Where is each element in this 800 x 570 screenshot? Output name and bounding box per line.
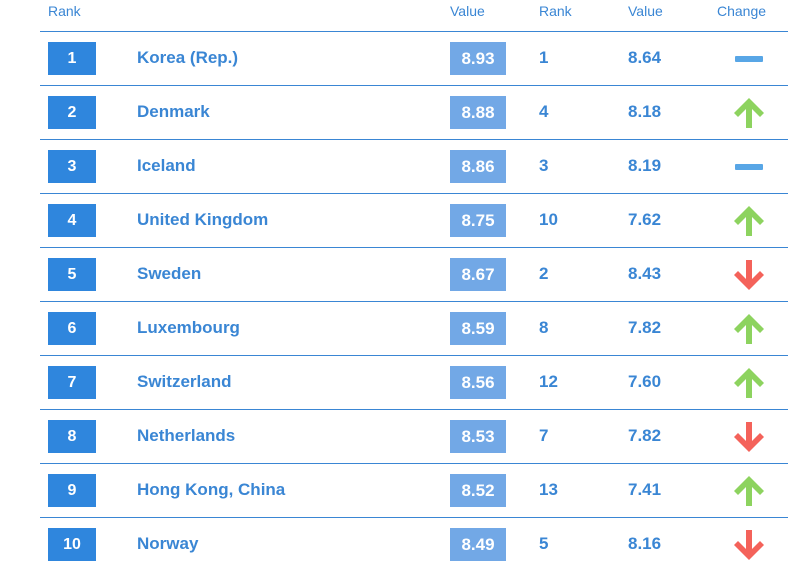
country-name: Korea (Rep.)	[137, 48, 239, 67]
country-name: Switzerland	[137, 372, 232, 391]
previous-value: 7.82	[628, 426, 662, 445]
table-header: Rank Value Rank Value Change	[0, 0, 800, 30]
score-badge: 8.88	[450, 96, 506, 129]
table-row: 3 Iceland 8.86 3 8.19	[40, 139, 788, 193]
country-name: Hong Kong, China	[137, 480, 286, 499]
rank-badge: 7	[48, 366, 96, 399]
score-badge: 8.53	[450, 420, 506, 453]
rank-badge: 3	[48, 150, 96, 183]
country-name: Sweden	[137, 264, 202, 283]
arrow-down-icon	[730, 257, 768, 293]
previous-value: 8.18	[628, 102, 662, 121]
arrow-up-icon	[730, 95, 768, 131]
table-row: 2 Denmark 8.88 4 8.18	[40, 85, 788, 139]
score-badge: 8.59	[450, 312, 506, 345]
rank-badge: 8	[48, 420, 96, 453]
ranking-table: 1 Korea (Rep.) 8.93 1 8.64 2 Denmark 8.88 4 8.18 3…	[40, 31, 788, 570]
arrow-down-icon	[730, 419, 768, 455]
previous-value: 8.43	[628, 264, 662, 283]
score-badge: 8.56	[450, 366, 506, 399]
rank-badge: 4	[48, 204, 96, 237]
dash-icon	[730, 149, 768, 185]
rank-badge: 5	[48, 258, 96, 291]
rank-badge: 2	[48, 96, 96, 129]
previous-value: 8.19	[628, 156, 662, 175]
previous-rank: 1	[539, 48, 549, 67]
previous-rank: 5	[539, 534, 549, 553]
rank-badge: 10	[48, 528, 96, 561]
dash-icon	[730, 41, 768, 77]
table-row: 8 Netherlands 8.53 7 7.82	[40, 409, 788, 463]
previous-value: 7.62	[628, 210, 662, 229]
table-row: 7 Switzerland 8.56 12 7.60	[40, 355, 788, 409]
country-name: Netherlands	[137, 426, 236, 445]
country-name: Denmark	[137, 102, 210, 121]
score-badge: 8.75	[450, 204, 506, 237]
table-row: 9 Hong Kong, China 8.52 13 7.41	[40, 463, 788, 517]
previous-rank: 10	[539, 210, 558, 229]
table-row: 4 United Kingdom 8.75 10 7.62	[40, 193, 788, 247]
previous-rank: 2	[539, 264, 549, 283]
country-name: Iceland	[137, 156, 196, 175]
previous-value: 8.64	[628, 48, 662, 67]
previous-rank: 13	[539, 480, 558, 499]
header-value: Value	[450, 3, 485, 19]
score-badge: 8.49	[450, 528, 506, 561]
previous-rank: 12	[539, 372, 558, 391]
header-previous-rank: Rank	[539, 3, 572, 19]
previous-value: 7.60	[628, 372, 662, 391]
previous-rank: 3	[539, 156, 549, 175]
arrow-down-icon	[730, 527, 768, 563]
previous-value: 7.41	[628, 480, 662, 499]
arrow-up-icon	[730, 365, 768, 401]
score-badge: 8.93	[450, 42, 506, 75]
arrow-up-icon	[730, 311, 768, 347]
score-badge: 8.67	[450, 258, 506, 291]
previous-rank: 4	[539, 102, 549, 121]
header-previous-value: Value	[628, 3, 663, 19]
arrow-up-icon	[730, 473, 768, 509]
previous-value: 7.82	[628, 318, 662, 337]
score-badge: 8.52	[450, 474, 506, 507]
previous-rank: 7	[539, 426, 549, 445]
rank-badge: 9	[48, 474, 96, 507]
header-rank: Rank	[48, 3, 81, 19]
rank-badge: 6	[48, 312, 96, 345]
rank-badge: 1	[48, 42, 96, 75]
table-row: 5 Sweden 8.67 2 8.43	[40, 247, 788, 301]
score-badge: 8.86	[450, 150, 506, 183]
table-row: 1 Korea (Rep.) 8.93 1 8.64	[40, 31, 788, 85]
country-name: Luxembourg	[137, 318, 240, 337]
table-row: 10 Norway 8.49 5 8.16	[40, 517, 788, 570]
previous-value: 8.16	[628, 534, 662, 553]
country-name: Norway	[137, 534, 199, 553]
previous-rank: 8	[539, 318, 549, 337]
header-change: Change	[717, 3, 767, 19]
table-row: 6 Luxembourg 8.59 8 7.82	[40, 301, 788, 355]
country-name: United Kingdom	[137, 210, 269, 229]
arrow-up-icon	[730, 203, 768, 239]
